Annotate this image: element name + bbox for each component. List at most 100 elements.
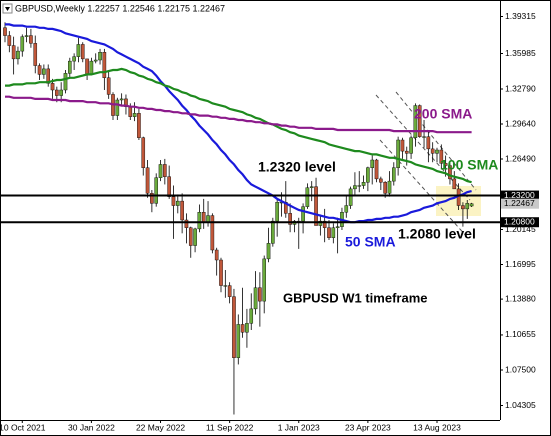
candle-body [227, 285, 232, 297]
candle-body [59, 89, 63, 96]
level-tag [501, 190, 539, 201]
x-tick-label: 10 Oct 2021 [0, 422, 46, 432]
candle-body [141, 137, 146, 168]
level-label: 1.23200 [504, 190, 535, 200]
candle-body [452, 178, 457, 190]
candle-body [232, 296, 236, 358]
x-tick-label: 13 Aug 2023 [413, 422, 461, 432]
candle-body [11, 45, 16, 60]
candle-body [16, 50, 20, 60]
candle-body [383, 182, 387, 194]
candle-body [318, 220, 323, 226]
y-tick-label: 1.10655 [505, 329, 536, 339]
y-tick-label: 1.29640 [505, 118, 536, 128]
candle-body [33, 43, 38, 66]
y-tick-label: 1.04305 [505, 400, 536, 410]
candle-body [128, 106, 133, 117]
candle-body [119, 98, 124, 101]
candle-body [266, 243, 271, 260]
annotation: GBPUSD W1 timeframe [283, 290, 427, 305]
candle-body [396, 139, 400, 168]
candle-body [50, 83, 55, 91]
channel-line [395, 91, 477, 191]
candle-body [413, 105, 418, 138]
level-label: 1.20800 [504, 216, 535, 226]
y-tick-label: 1.26490 [505, 153, 536, 163]
candle-body [448, 165, 452, 180]
candle-body [465, 203, 470, 210]
candle-body [249, 308, 254, 324]
candle-body [76, 44, 81, 57]
candle-body [55, 89, 59, 96]
channel-line [375, 94, 471, 201]
candle-body [188, 227, 193, 246]
candle-body [387, 180, 392, 194]
candle-body [409, 137, 413, 154]
candle-body [439, 149, 444, 164]
candle-body [443, 163, 448, 166]
candle-body [72, 56, 76, 62]
candle-body [98, 52, 102, 61]
sma-line [5, 67, 472, 184]
candle-body [335, 226, 340, 228]
candle-body [314, 186, 318, 226]
annotation: 50 SMA [345, 234, 396, 250]
candle-body [361, 182, 366, 186]
candle-body [42, 68, 46, 75]
candle-body [271, 220, 275, 244]
candle-body [245, 323, 249, 333]
candle-body [275, 202, 279, 222]
candle-body [67, 60, 72, 74]
candle-body [379, 178, 383, 183]
candle-body [201, 212, 206, 223]
y-tick-label: 1.32790 [505, 83, 536, 93]
candle-body [305, 187, 310, 207]
candle-body [322, 220, 327, 228]
candle-body [193, 228, 197, 246]
candle-body [309, 186, 314, 188]
menu-arrow [5, 7, 10, 11]
candle-body [180, 200, 184, 221]
y-tick-label: 1.13880 [505, 293, 536, 303]
candle-body [80, 44, 85, 60]
level-tag [501, 217, 539, 228]
chart-title: GBPUSD,Weekly 1.22257 1.22546 1.22175 1.… [15, 3, 225, 13]
candle-body [7, 35, 12, 46]
candle-body [374, 159, 379, 180]
candle-body [167, 176, 171, 197]
candle-body [422, 136, 426, 138]
candle-body [158, 164, 163, 178]
x-tick-label: 1 Jan 2023 [278, 422, 320, 432]
candle-body [461, 205, 465, 210]
annotation: 1.2320 level [258, 159, 336, 175]
candle-body [154, 177, 159, 204]
candle-body [370, 159, 375, 168]
candle-body [37, 65, 42, 75]
candle-body [132, 113, 137, 117]
candle-body [240, 324, 245, 333]
y-tick-label: 1.39315 [505, 11, 536, 21]
candle-body [197, 212, 202, 230]
x-tick-label: 23 Apr 2023 [345, 422, 391, 432]
candle-body [115, 99, 120, 116]
candle-body [430, 148, 435, 154]
y-tick-label: 1.20145 [505, 224, 536, 234]
candle-body [150, 193, 154, 204]
candle-body [435, 149, 439, 154]
candle-body [392, 167, 396, 182]
candle-body [288, 213, 292, 225]
candle-body [331, 227, 336, 238]
candle-body [366, 167, 370, 183]
candle-body [210, 215, 215, 251]
candle-body [102, 52, 107, 78]
y-tick-label: 1.07500 [505, 364, 536, 374]
x-tick-label: 22 May 2022 [136, 422, 185, 432]
candle-body [327, 227, 331, 238]
candle-body [3, 27, 7, 36]
candle-body [46, 68, 50, 84]
candle-body [253, 287, 258, 310]
candle-body [145, 167, 150, 194]
channel [375, 91, 477, 239]
channel-line [379, 139, 469, 239]
